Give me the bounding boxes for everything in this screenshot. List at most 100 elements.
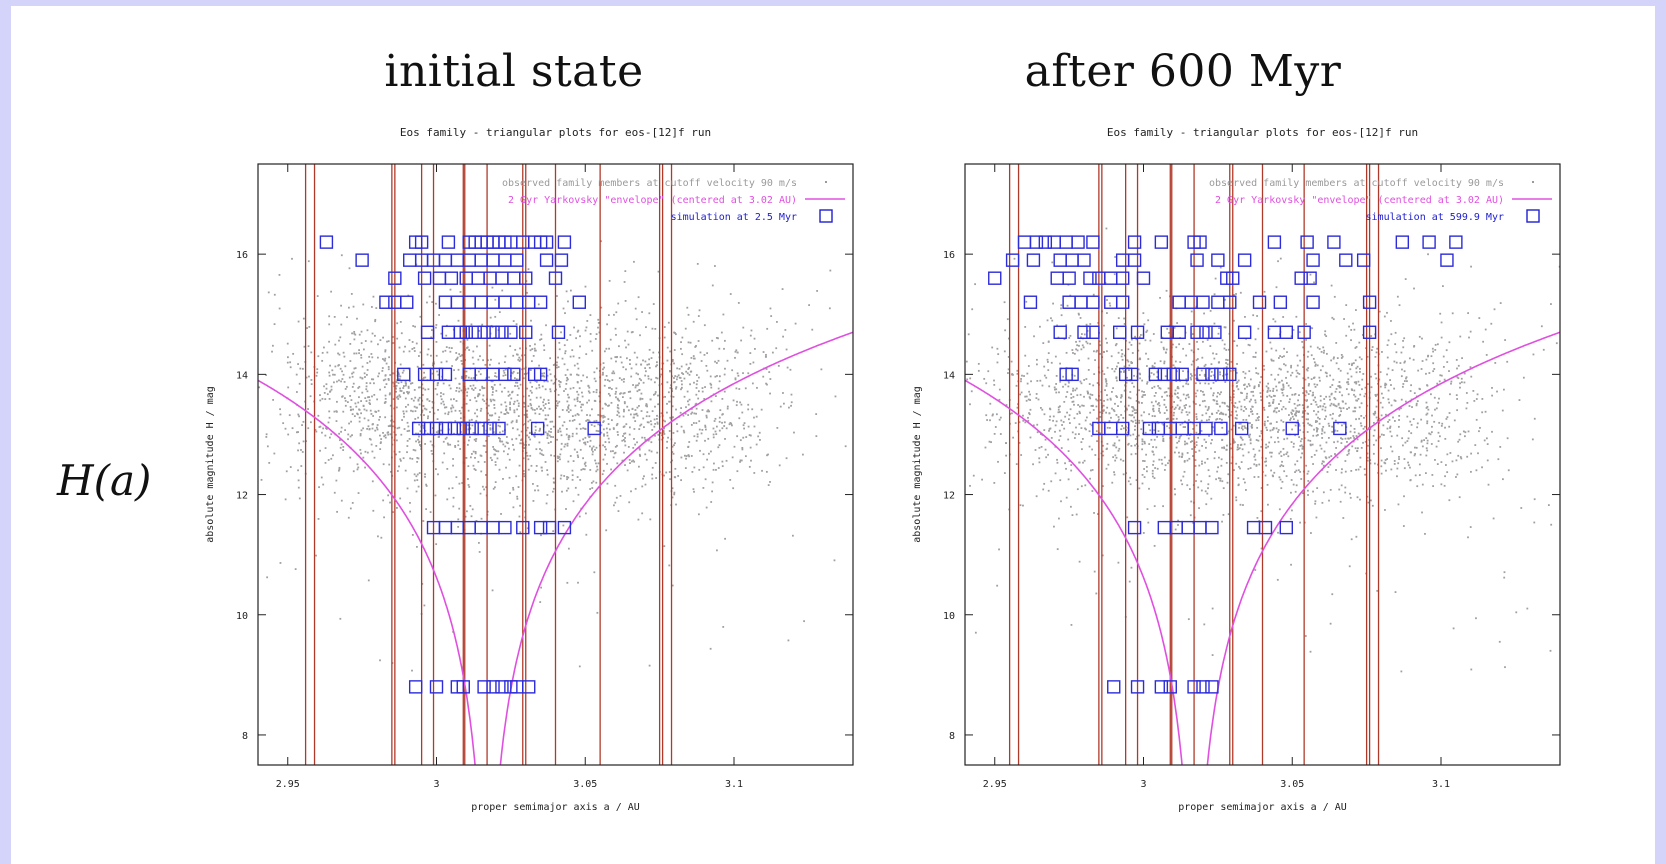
observed-member-point (297, 469, 299, 472)
observed-member-point (1378, 378, 1381, 381)
observed-member-point (679, 347, 682, 350)
observed-member-point (617, 510, 620, 512)
observed-member-point (567, 436, 570, 439)
observed-member-point (1312, 434, 1315, 437)
observed-member-point (1290, 491, 1292, 494)
observed-member-point (1158, 404, 1161, 407)
observed-member-point (1424, 532, 1426, 535)
observed-member-point (1112, 409, 1115, 411)
observed-member-point (305, 376, 308, 379)
observed-member-point (477, 370, 480, 373)
observed-member-point (1228, 415, 1230, 418)
observed-member-point (1192, 522, 1195, 524)
observed-member-point (765, 368, 768, 370)
observed-member-point (1116, 435, 1119, 438)
observed-member-point (627, 343, 630, 346)
observed-member-point (1175, 346, 1178, 349)
observed-member-point (1221, 438, 1224, 441)
observed-member-point (1291, 509, 1293, 512)
observed-member-point (666, 440, 669, 443)
observed-member-point (624, 432, 627, 435)
observed-member-point (1360, 424, 1363, 427)
observed-member-point (1339, 413, 1342, 416)
observed-member-point (1083, 333, 1086, 336)
observed-member-point (548, 368, 551, 371)
observed-member-point (1195, 413, 1198, 416)
observed-member-point (1167, 417, 1169, 420)
observed-member-point (1305, 391, 1308, 394)
observed-member-point (1079, 393, 1082, 396)
observed-member-point (565, 382, 568, 385)
observed-member-point (458, 507, 461, 510)
observed-member-point (446, 468, 449, 470)
observed-member-point (1232, 424, 1235, 427)
observed-member-point (1153, 544, 1156, 547)
observed-member-point (1123, 370, 1125, 372)
observed-member-point (1335, 342, 1338, 344)
observed-member-point (507, 390, 510, 393)
observed-member-point (1347, 381, 1349, 383)
observed-member-point (677, 475, 680, 477)
observed-member-point (328, 410, 331, 413)
observed-member-point (591, 408, 593, 411)
observed-member-point (705, 506, 708, 509)
observed-member-point (600, 240, 602, 243)
observed-member-point (1220, 464, 1223, 467)
observed-member-point (321, 359, 324, 362)
observed-member-point (1181, 409, 1184, 411)
observed-member-point (1161, 395, 1163, 398)
observed-member-point (1132, 406, 1134, 409)
observed-member-point (1380, 472, 1383, 475)
simulation-point (403, 253, 417, 267)
observed-member-point (417, 399, 420, 402)
observed-member-point (1110, 416, 1112, 419)
observed-member-point (1253, 385, 1256, 388)
observed-member-point (740, 339, 743, 342)
observed-member-point (466, 338, 469, 341)
observed-member-point (605, 529, 608, 532)
observed-member-point (1159, 360, 1162, 363)
observed-member-point (534, 489, 536, 492)
observed-member-point (1283, 438, 1286, 441)
observed-member-point (509, 332, 512, 335)
observed-member-point (387, 366, 390, 368)
observed-member-point (1138, 487, 1141, 490)
observed-member-point (1319, 399, 1322, 402)
observed-member-point (1406, 440, 1409, 442)
observed-member-point (623, 281, 626, 283)
observed-member-point (1153, 395, 1156, 397)
observed-member-point (731, 369, 734, 372)
observed-member-point (1404, 441, 1407, 444)
observed-member-point (617, 398, 619, 401)
observed-member-point (502, 443, 505, 446)
observed-member-point (688, 441, 691, 443)
observed-member-point (417, 438, 419, 441)
observed-member-point (1289, 419, 1292, 421)
observed-member-point (625, 368, 627, 371)
observed-member-point (559, 458, 561, 461)
observed-member-point (1156, 403, 1159, 406)
observed-member-point (1294, 490, 1297, 493)
observed-member-point (528, 431, 531, 434)
observed-member-point (1497, 458, 1500, 461)
observed-member-point (644, 370, 647, 373)
observed-member-point (560, 474, 563, 477)
observed-member-point (675, 408, 677, 411)
observed-member-point (487, 418, 490, 421)
observed-member-point (645, 458, 648, 461)
observed-member-point (610, 419, 613, 422)
observed-member-point (606, 434, 609, 437)
observed-member-point (372, 415, 375, 417)
observed-member-point (750, 329, 753, 332)
observed-member-point (330, 290, 333, 293)
observed-member-point (291, 257, 293, 260)
observed-member-point (1019, 504, 1022, 507)
observed-member-point (1295, 369, 1298, 372)
observed-member-point (452, 464, 454, 467)
observed-member-point (1394, 591, 1397, 593)
observed-member-point (597, 321, 600, 324)
observed-member-point (1069, 408, 1072, 411)
observed-member-point (587, 384, 590, 387)
observed-member-point (1007, 368, 1010, 371)
observed-member-point (549, 390, 552, 393)
